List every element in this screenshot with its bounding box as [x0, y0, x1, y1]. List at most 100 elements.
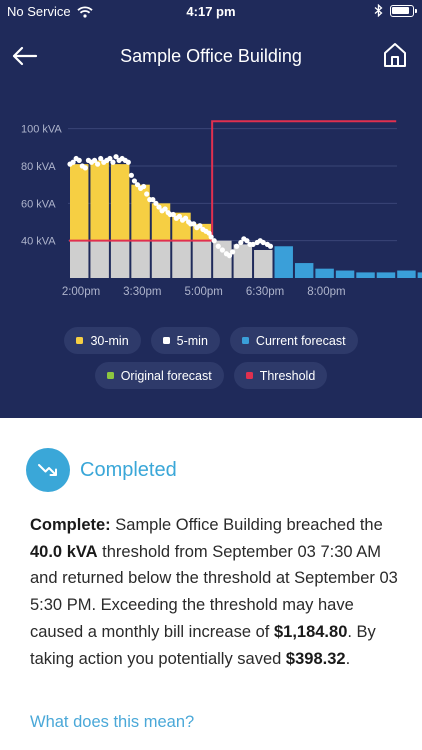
- bar-30min-base: [192, 240, 212, 278]
- bar-forecast: [315, 268, 334, 278]
- home-button[interactable]: [380, 40, 410, 70]
- point-5min: [208, 234, 214, 240]
- point-5min: [131, 178, 138, 184]
- legend-swatch-original-forecast: [106, 372, 114, 379]
- point-5min: [211, 238, 217, 244]
- bar-30min-excess: [70, 164, 89, 241]
- x-tick-label: 6:30pm: [246, 286, 284, 298]
- complete-label: Complete:: [30, 516, 111, 534]
- bluetooth-icon: [374, 4, 383, 17]
- y-tick-label: 40 kVA: [21, 236, 56, 248]
- bar-30min-base: [110, 240, 130, 278]
- point-5min: [238, 239, 244, 246]
- legend-label-30min: 30-min: [90, 333, 129, 348]
- point-5min: [170, 211, 176, 218]
- bill-increase-value: $1,184.80: [273, 622, 348, 641]
- legend-label-5min: 5-min: [176, 333, 208, 348]
- point-5min: [150, 197, 156, 203]
- x-tick-label: 8:00pm: [307, 286, 345, 298]
- legend-swatch-threshold: [245, 372, 253, 379]
- desc-text-2: threshold from September 03 7:30 AM and …: [30, 542, 398, 641]
- point-5min: [153, 200, 159, 206]
- point-5min: [197, 223, 203, 229]
- legend-swatch-current-forecast: [241, 337, 249, 344]
- bar-30min-excess: [131, 184, 150, 241]
- wifi-icon: [76, 5, 93, 18]
- bar-forecast: [397, 270, 416, 278]
- y-tick-label: 80 kVA: [21, 161, 56, 173]
- status-icon-circle: [26, 448, 70, 492]
- navigation-bar: Sample Office Building: [0, 36, 422, 76]
- desc-text-3: . By taking action you potentially saved: [30, 622, 376, 668]
- page-title: Sample Office Building: [120, 46, 302, 66]
- bar-forecast: [417, 272, 422, 278]
- y-tick-label: 60 kVA: [21, 198, 56, 210]
- status-indicator: Completed: [26, 448, 177, 492]
- arrow-left-icon: [12, 46, 38, 66]
- bar-forecast: [335, 270, 355, 278]
- point-5min: [176, 213, 183, 219]
- bar-30min-base: [131, 240, 150, 278]
- battery-icon: [390, 4, 417, 17]
- what-does-this-mean-link[interactable]: What does this mean?: [30, 713, 195, 731]
- header-panel: No Service 4:17 pm Sample Office Buildin…: [0, 0, 422, 418]
- x-tick-label: 5:00pm: [185, 286, 223, 298]
- bar-30min-base: [90, 240, 109, 278]
- back-button[interactable]: [10, 42, 42, 70]
- point-5min: [70, 159, 76, 165]
- legend-chip-current-forecast[interactable]: Current forecast: [229, 327, 358, 354]
- point-5min: [95, 161, 101, 167]
- threshold-line: [69, 120, 397, 242]
- legend-swatch-5min: [162, 337, 170, 344]
- threshold-value: 40.0 kVA: [30, 542, 98, 561]
- point-5min: [260, 239, 266, 246]
- point-5min: [234, 243, 240, 249]
- home-icon: [384, 43, 406, 67]
- point-5min: [82, 165, 88, 171]
- point-5min: [156, 204, 162, 210]
- point-5min: [226, 253, 233, 259]
- x-tick-label: 3:30pm: [123, 286, 161, 298]
- bar-30min-base: [70, 240, 89, 278]
- point-5min: [244, 238, 250, 244]
- point-5min: [107, 155, 113, 162]
- status-bar: No Service 4:17 pm: [0, 0, 422, 22]
- point-5min: [134, 182, 141, 188]
- saved-amount-value: $398.32: [285, 649, 346, 668]
- legend-chip-original-forecast[interactable]: Original forecast: [94, 362, 224, 389]
- bar-30min-base: [151, 240, 171, 278]
- point-5min: [162, 206, 168, 212]
- bar-30min-base: [213, 240, 232, 278]
- point-5min: [98, 155, 104, 162]
- legend-label-original-forecast: Original forecast: [120, 368, 212, 383]
- point-5min: [182, 215, 189, 221]
- legend-row-2: Original forecast Threshold: [0, 362, 422, 389]
- point-5min: [110, 159, 116, 165]
- point-5min: [215, 243, 221, 249]
- point-5min: [76, 157, 82, 163]
- legend-row-1: 30-min 5-min Current forecast: [0, 327, 422, 354]
- legend-chip-30min[interactable]: 30-min: [64, 327, 141, 354]
- desc-text-4: .: [345, 649, 351, 668]
- bar-forecast: [294, 263, 314, 278]
- point-5min: [128, 172, 134, 178]
- carrier-label: No Service: [7, 4, 71, 19]
- bar-forecast: [376, 272, 396, 278]
- legend-label-current-forecast: Current forecast: [255, 333, 346, 348]
- bar-forecast: [356, 272, 375, 278]
- point-5min: [230, 249, 236, 255]
- legend-chip-threshold[interactable]: Threshold: [233, 362, 328, 389]
- bar-30min-base: [172, 240, 191, 278]
- status-label: Completed: [80, 458, 177, 481]
- bar-30min-base: [233, 244, 253, 278]
- point-5min: [219, 247, 225, 253]
- event-description: Complete: Sample Office Building breache…: [30, 512, 402, 672]
- y-tick-label: 100 kVA: [21, 124, 62, 136]
- usage-chart: 100 kVA 80 kVA 60 kVA 40 kVA 2:00pm 3:30pm 5:0…: [21, 120, 422, 298]
- point-5min: [267, 243, 274, 249]
- point-5min: [250, 241, 256, 247]
- point-5min: [191, 221, 197, 227]
- legend-swatch-30min: [76, 337, 84, 344]
- legend-chip-5min[interactable]: 5-min: [150, 327, 220, 354]
- point-5min: [91, 157, 98, 163]
